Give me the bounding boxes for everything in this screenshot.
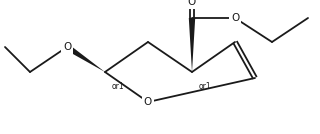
Text: O: O — [63, 42, 71, 52]
Text: O: O — [188, 0, 196, 7]
Polygon shape — [189, 18, 195, 72]
Text: O: O — [144, 97, 152, 107]
Polygon shape — [65, 44, 105, 72]
Text: or1: or1 — [112, 82, 124, 91]
Text: O: O — [231, 13, 239, 23]
Text: or1: or1 — [199, 82, 212, 91]
